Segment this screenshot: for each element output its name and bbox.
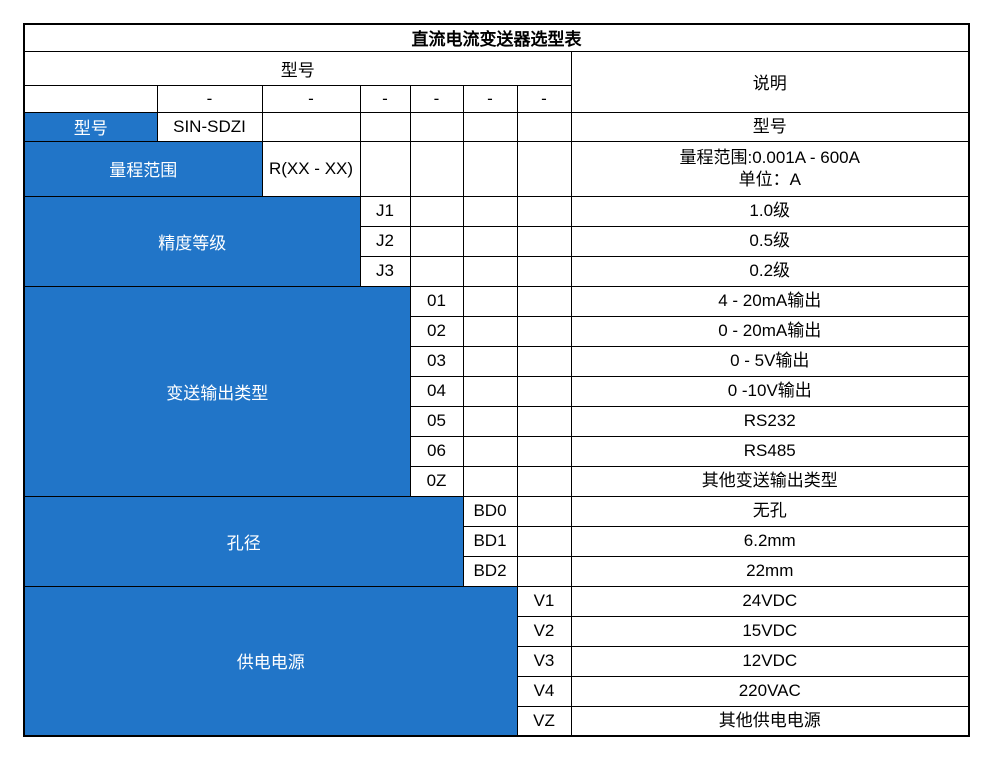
- dash-cell: -: [359, 84, 411, 113]
- empty-cell: [462, 375, 518, 407]
- selection-table: 直流电流变送器选型表 型号 说明 - - - - - - 型号 SIN-SDZI…: [23, 23, 970, 737]
- code-cell: J2: [359, 225, 411, 257]
- empty-cell: [359, 140, 411, 197]
- empty-cell: [462, 345, 518, 377]
- empty-cell: [516, 555, 572, 587]
- dash-cell: -: [156, 84, 263, 113]
- description-cell: RS485: [570, 435, 970, 467]
- empty-cell: [516, 435, 572, 467]
- range-description-line1: 量程范围:0.001A - 600A: [679, 148, 860, 168]
- description-cell: 型号: [570, 111, 970, 142]
- empty-cell: [409, 225, 464, 257]
- table-title: 直流电流变送器选型表: [23, 23, 970, 52]
- section-label-power-supply: 供电电源: [23, 585, 518, 737]
- description-cell: 0.5级: [570, 225, 970, 257]
- section-label-accuracy: 精度等级: [23, 195, 361, 287]
- range-description-line2: 单位：A: [738, 169, 801, 189]
- code-cell: 01: [409, 285, 464, 317]
- code-cell: J1: [359, 195, 411, 227]
- empty-cell: [462, 111, 518, 142]
- code-cell: V2: [516, 615, 572, 647]
- empty-cell: [516, 525, 572, 557]
- empty-cell: [516, 405, 572, 437]
- empty-cell: [516, 495, 572, 527]
- empty-cell: [462, 465, 518, 497]
- model-group-header: 型号: [23, 50, 572, 86]
- empty-cell: [462, 285, 518, 317]
- code-cell: 03: [409, 345, 464, 377]
- code-cell: 04: [409, 375, 464, 407]
- empty-cell: [409, 111, 464, 142]
- empty-cell: [462, 195, 518, 227]
- description-cell: 220VAC: [570, 675, 970, 707]
- empty-cell: [409, 195, 464, 227]
- empty-cell: [261, 111, 361, 142]
- dash-cell: -: [516, 84, 572, 113]
- code-cell: R(XX - XX): [261, 140, 361, 197]
- empty-cell: [409, 140, 464, 197]
- description-cell: 15VDC: [570, 615, 970, 647]
- empty-cell: [516, 285, 572, 317]
- selection-sheet: 直流电流变送器选型表 型号 说明 - - - - - - 型号 SIN-SDZI…: [23, 23, 970, 737]
- empty-cell: [516, 255, 572, 287]
- code-cell: 06: [409, 435, 464, 467]
- empty-cell: [462, 225, 518, 257]
- description-cell: 0 - 20mA输出: [570, 315, 970, 347]
- empty-cell: [462, 255, 518, 287]
- dash-cell: -: [261, 84, 361, 113]
- empty-cell: [409, 255, 464, 287]
- empty-cell: [23, 84, 158, 113]
- code-cell: BD0: [462, 495, 518, 527]
- description-cell: 0.2级: [570, 255, 970, 287]
- empty-cell: [462, 315, 518, 347]
- code-cell: J3: [359, 255, 411, 287]
- description-cell: 其他供电电源: [570, 705, 970, 737]
- description-cell: 22mm: [570, 555, 970, 587]
- empty-cell: [359, 111, 411, 142]
- description-cell: 0 -10V输出: [570, 375, 970, 407]
- code-cell: 02: [409, 315, 464, 347]
- code-cell: VZ: [516, 705, 572, 737]
- code-cell: BD2: [462, 555, 518, 587]
- empty-cell: [462, 435, 518, 467]
- empty-cell: [462, 405, 518, 437]
- description-cell: 0 - 5V输出: [570, 345, 970, 377]
- description-cell: 12VDC: [570, 645, 970, 677]
- empty-cell: [516, 345, 572, 377]
- description-header: 说明: [570, 50, 970, 113]
- section-label-model: 型号: [23, 111, 158, 142]
- empty-cell: [516, 111, 572, 142]
- description-cell: 其他变送输出类型: [570, 465, 970, 497]
- description-cell: 24VDC: [570, 585, 970, 617]
- empty-cell: [516, 315, 572, 347]
- code-cell: SIN-SDZI: [156, 111, 263, 142]
- description-cell: RS232: [570, 405, 970, 437]
- dash-cell: -: [409, 84, 464, 113]
- section-label-aperture: 孔径: [23, 495, 464, 587]
- description-cell: 4 - 20mA输出: [570, 285, 970, 317]
- code-cell: V1: [516, 585, 572, 617]
- code-cell: 0Z: [409, 465, 464, 497]
- dash-cell: -: [462, 84, 518, 113]
- section-label-range: 量程范围: [23, 140, 263, 197]
- code-cell: BD1: [462, 525, 518, 557]
- description-cell: 量程范围:0.001A - 600A 单位：A: [570, 140, 970, 197]
- section-label-output-type: 变送输出类型: [23, 285, 411, 497]
- empty-cell: [516, 225, 572, 257]
- empty-cell: [516, 375, 572, 407]
- description-cell: 无孔: [570, 495, 970, 527]
- empty-cell: [516, 195, 572, 227]
- code-cell: V4: [516, 675, 572, 707]
- empty-cell: [516, 465, 572, 497]
- code-cell: V3: [516, 645, 572, 677]
- code-cell: 05: [409, 405, 464, 437]
- description-cell: 6.2mm: [570, 525, 970, 557]
- description-cell: 1.0级: [570, 195, 970, 227]
- empty-cell: [516, 140, 572, 197]
- empty-cell: [462, 140, 518, 197]
